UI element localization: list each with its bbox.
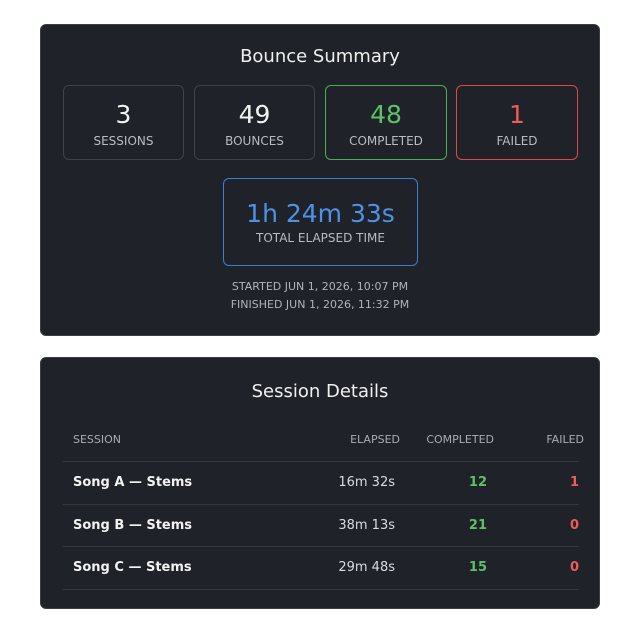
stat-box: 1 FAILED [456, 85, 578, 160]
finished-text: FINISHED JUN 1, 2026, 11:32 PM [230, 298, 410, 311]
completed-cell: 21 [468, 517, 487, 533]
details-title: Session Details [251, 381, 389, 402]
stat-box: 48 COMPLETED [325, 85, 447, 160]
stat-box: 3 SESSIONS [63, 85, 184, 160]
stat-label: FAILED [496, 134, 538, 148]
started-text: STARTED JUN 1, 2026, 10:07 PM [231, 280, 409, 293]
elapsed-box: 1h 24m 33s TOTAL ELAPSED TIME [223, 178, 418, 266]
session-name: Song A — Stems [73, 475, 193, 490]
failed-cell: 0 [569, 517, 579, 533]
session-name: Song C — Stems [73, 560, 192, 575]
column-header: COMPLETED [426, 433, 494, 446]
stat-value: 49 [238, 100, 271, 129]
elapsed-cell: 16m 32s [338, 475, 395, 490]
summary-card: Bounce Summary 3 SESSIONS 49 BOUNCES 48 … [40, 24, 600, 336]
column-header: ELAPSED [350, 433, 400, 446]
completed-cell: 12 [468, 475, 487, 490]
elapsed-label: TOTAL ELAPSED TIME [256, 231, 385, 245]
failed-cell: 0 [569, 560, 579, 575]
elapsed-cell: 38m 13s [338, 517, 395, 533]
completed-cell: 15 [468, 560, 487, 575]
table-rule [63, 588, 579, 590]
stat-label: SESSIONS [93, 134, 154, 148]
session-name: Song B — Stems [73, 517, 193, 533]
failed-cell: 1 [569, 475, 579, 490]
column-header: FAILED [546, 433, 584, 446]
stat-box: 49 BOUNCES [194, 85, 315, 160]
table-row: Song B — Stems 38m 13s 21 0 [63, 503, 579, 547]
stat-value: 3 [115, 100, 132, 129]
stat-value: 1 [509, 100, 525, 129]
table-row: Song A — Stems 16m 32s 12 1 [63, 461, 579, 504]
stat-label: BOUNCES [225, 134, 284, 148]
table-row: Song C — Stems 29m 48s 15 0 [63, 546, 579, 589]
details-card: Session Details SESSION ELAPSED COMPLETE… [40, 357, 600, 609]
stat-value: 48 [370, 100, 402, 129]
summary-title: Bounce Summary [240, 46, 400, 67]
stat-label: COMPLETED [349, 134, 423, 148]
elapsed-cell: 29m 48s [338, 560, 395, 575]
column-header: SESSION [73, 433, 122, 446]
elapsed-value: 1h 24m 33s [246, 199, 395, 228]
